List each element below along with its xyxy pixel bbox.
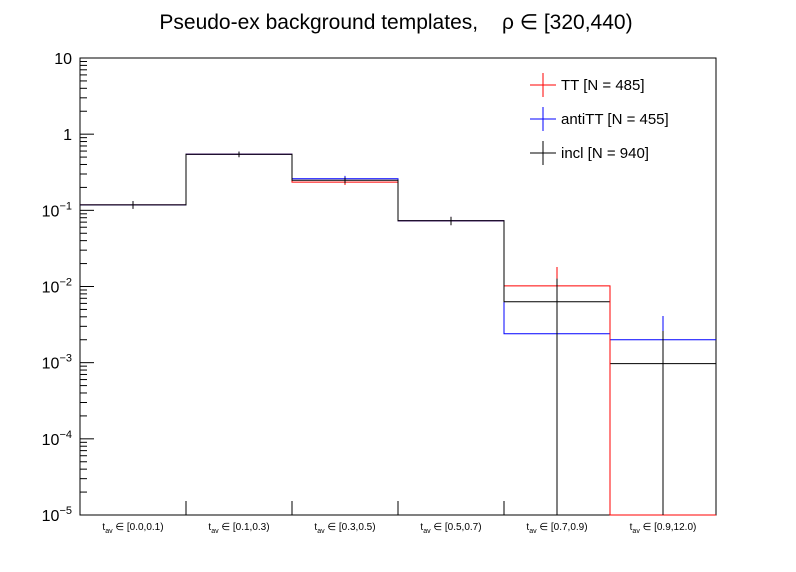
legend: TT [N = 485] antiTT [N = 455] incl [N = 94… — [530, 73, 669, 165]
x-category-symbol: t — [630, 522, 633, 533]
x-category-subscript: av — [105, 528, 113, 535]
x-category-symbol: t — [102, 522, 105, 533]
x-category-label: tav ∈ [0.5,0.7) — [420, 522, 481, 535]
chart-title-range: ρ ∈ [320,440) — [502, 11, 633, 34]
x-category-range: ∈ [0.0,0.1) — [113, 522, 164, 533]
x-category-range: ∈ [0.7,0.9) — [537, 522, 588, 533]
x-category-range: ∈ [0.9,12.0) — [640, 522, 697, 533]
x-category-range: ∈ [0.5,0.7) — [431, 522, 482, 533]
y-tick-exponent: −5 — [59, 505, 72, 517]
y-tick-exponent: −2 — [59, 277, 72, 289]
x-category-subscript: av — [423, 528, 431, 535]
legend-label: antiTT [N = 455] — [561, 111, 669, 128]
x-category-symbol: t — [314, 522, 317, 533]
x-category-label: tav ∈ [0.1,0.3) — [208, 522, 269, 535]
y-tick-label: 10 — [54, 51, 72, 68]
x-category-subscript: av — [211, 528, 219, 535]
y-tick-base: 1 — [63, 127, 72, 144]
y-tick-label: 10−1 — [42, 200, 72, 220]
x-category-label: tav ∈ [0.3,0.5) — [314, 522, 375, 535]
x-category-symbol: t — [526, 522, 529, 533]
y-tick-base: 10 — [42, 432, 60, 449]
x-category-symbol: t — [208, 522, 211, 533]
legend-label: incl [N = 940] — [561, 145, 649, 162]
y-tick-base: 10 — [42, 356, 60, 373]
y-tick-base: 10 — [42, 203, 60, 220]
y-tick-label: 10−4 — [42, 429, 72, 449]
chart-title-text: Pseudo-ex background templates, — [159, 11, 478, 34]
y-tick-label: 1 — [63, 127, 72, 144]
legend-label: TT [N = 485] — [561, 77, 645, 94]
y-tick-label: 10−2 — [42, 277, 72, 297]
x-category-subscript: av — [317, 528, 325, 535]
x-category-label: tav ∈ [0.7,0.9) — [526, 522, 587, 535]
x-category-label: tav ∈ [0.9,12.0) — [630, 522, 697, 535]
y-tick-exponent: −3 — [59, 353, 72, 365]
y-tick-label: 10−5 — [42, 505, 72, 525]
x-category-label: tav ∈ [0.0,0.1) — [102, 522, 163, 535]
x-category-subscript: av — [632, 528, 640, 535]
x-category-range: ∈ [0.3,0.5) — [325, 522, 376, 533]
y-tick-base: 10 — [42, 508, 60, 525]
chart-title: Pseudo-ex background templates, ρ ∈ [320… — [159, 11, 632, 34]
y-tick-exponent: −4 — [59, 429, 72, 441]
x-category-range: ∈ [0.1,0.3) — [219, 522, 270, 533]
x-category-symbol: t — [420, 522, 423, 533]
y-tick-label: 10−3 — [42, 353, 72, 373]
y-tick-exponent: −1 — [59, 200, 72, 212]
y-tick-base: 10 — [54, 51, 72, 68]
y-tick-base: 10 — [42, 280, 60, 297]
x-category-subscript: av — [529, 528, 537, 535]
